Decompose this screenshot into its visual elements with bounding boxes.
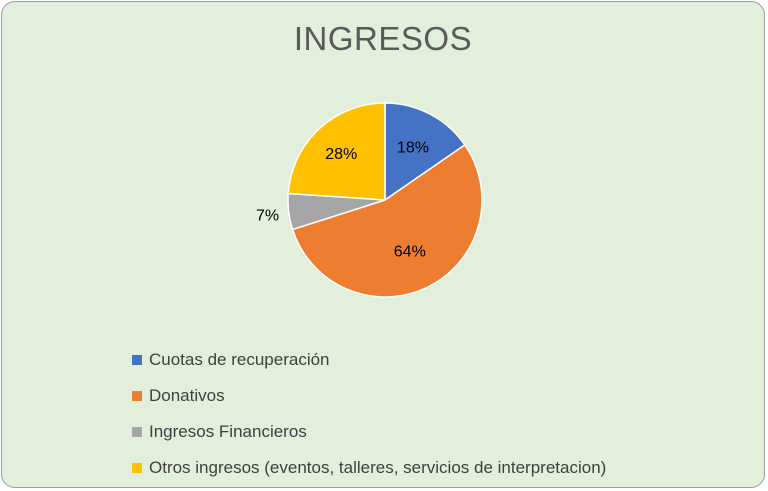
legend-swatch xyxy=(132,391,142,401)
legend-item-cuotas-de-recuperacion: Cuotas de recuperación xyxy=(132,342,606,378)
legend-swatch xyxy=(132,463,142,473)
pie-slice-donativos xyxy=(291,143,483,298)
legend-label: Cuotas de recuperación xyxy=(149,350,330,369)
pie-slice-otros-ingresos-eventos-talleres-servicios-de-interpretacion xyxy=(287,102,386,201)
legend-swatch xyxy=(132,355,142,365)
legend: Cuotas de recuperación Donativos Ingresos … xyxy=(132,342,606,486)
legend-item-otros-ingresos-eventos-talleres-servicios-de-interpretacion: Otros ingresos (eventos, talleres, servi… xyxy=(132,450,606,486)
legend-label: Ingresos Financieros xyxy=(149,422,307,441)
legend-label: Donativos xyxy=(149,386,225,405)
data-label-ingresos-financieros: 7% xyxy=(256,207,279,224)
data-label-otros-ingresos-eventos-talleres-servicios-de-interpretacion: 28% xyxy=(325,146,357,163)
legend-swatch xyxy=(132,427,142,437)
legend-item-ingresos-financieros: Ingresos Financieros xyxy=(132,414,606,450)
legend-label: Otros ingresos (eventos, talleres, servi… xyxy=(149,458,607,477)
pie-slice-cuotas-de-recuperacion xyxy=(384,102,466,202)
legend-item-donativos: Donativos xyxy=(132,378,606,414)
chart-title: INGRESOS xyxy=(293,20,473,57)
data-label-cuotas-de-recuperacion: 18% xyxy=(397,140,429,157)
data-label-donativos: 64% xyxy=(394,243,426,260)
